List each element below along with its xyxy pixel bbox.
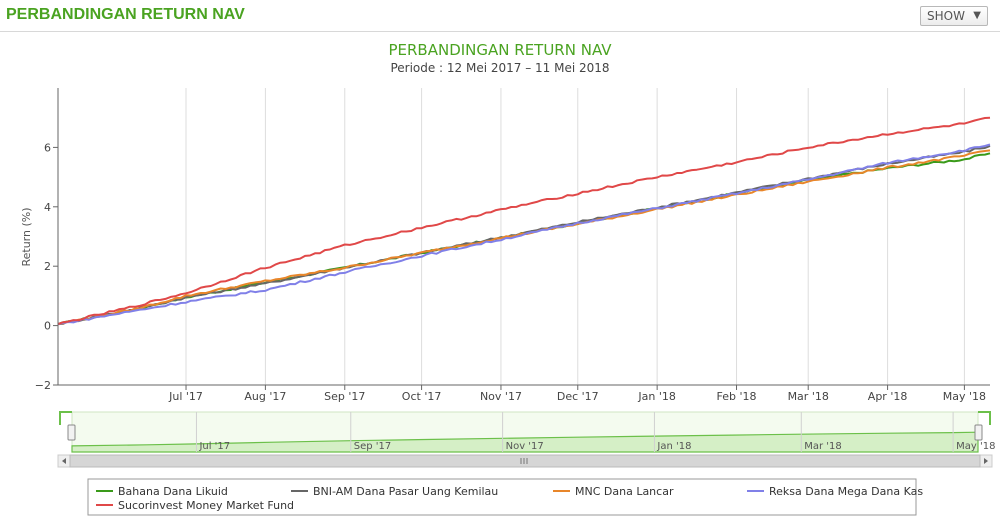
navigator[interactable]: Jul '17 Sep '17 Nov '17 Jan '18 Mar '18 May '… <box>57 411 995 468</box>
x-tick-label: Jul '17 <box>168 390 203 403</box>
scroll-left-icon[interactable] <box>62 458 66 464</box>
navigator-tick-label: May '18 <box>956 441 995 452</box>
chevron-down-icon: ▼ <box>973 10 981 21</box>
legend-label: MNC Dana Lancar <box>575 485 674 498</box>
navigator-tick-label: Sep '17 <box>354 441 392 452</box>
y-tick-label: −2 <box>35 379 51 392</box>
x-tick-label: Feb '18 <box>717 390 757 403</box>
navigator-series-area <box>71 431 979 453</box>
navigator-tick-label: Nov '17 <box>506 441 544 452</box>
header-divider <box>0 31 1000 32</box>
navigator-left-bracket <box>59 411 72 425</box>
legend-item[interactable]: Sucorinvest Money Market Fund <box>96 499 294 512</box>
x-tick-label: Mar '18 <box>788 390 829 403</box>
navigator-tick-label: Mar '18 <box>804 441 842 452</box>
chart-subtitle: Periode : 12 Mei 2017 – 11 Mei 2018 <box>390 61 609 75</box>
x-tick-label: Oct '17 <box>402 390 442 403</box>
y-axis-label: Return (%) <box>20 207 33 266</box>
y-tick-label: 4 <box>44 201 51 214</box>
legend-item[interactable]: BNI-AM Dana Pasar Uang Kemilau <box>291 485 498 498</box>
scrollbar-thumb[interactable] <box>69 454 981 468</box>
x-tick-label: Jan '18 <box>637 390 675 403</box>
x-tick-label: Apr '18 <box>868 390 908 403</box>
navigator-right-handle[interactable] <box>974 424 983 441</box>
navigator-left-handle[interactable] <box>67 424 76 441</box>
navigator-tick-label: Jul '17 <box>198 441 230 452</box>
legend-label: Reksa Dana Mega Dana Kas <box>769 485 923 498</box>
legend-label: Sucorinvest Money Market Fund <box>118 499 294 512</box>
x-tick-label: Aug '17 <box>244 390 286 403</box>
legend-label: BNI-AM Dana Pasar Uang Kemilau <box>313 485 498 498</box>
y-tick-label: 6 <box>44 141 51 154</box>
series-line-1 <box>57 152 991 326</box>
chart-title: PERBANDINGAN RETURN NAV <box>388 41 612 59</box>
x-tick-label: May '18 <box>943 390 986 403</box>
y-tick-label: 2 <box>44 260 51 273</box>
y-tick-label: 0 <box>44 320 51 333</box>
series-line-3 <box>57 149 991 326</box>
legend-label: Bahana Dana Likuid <box>118 485 228 498</box>
show-dropdown[interactable]: SHOW ▼ <box>920 6 988 26</box>
legend-item[interactable]: Reksa Dana Mega Dana Kas <box>747 485 923 498</box>
x-tick-label: Dec '17 <box>557 390 599 403</box>
legend-item[interactable]: Bahana Dana Likuid <box>96 485 228 498</box>
x-tick-label: Nov '17 <box>480 390 522 403</box>
series-line-4 <box>57 143 991 326</box>
page-title: PERBANDINGAN RETURN NAV <box>6 6 245 23</box>
navigator-right-bracket <box>978 411 991 425</box>
show-label: SHOW <box>927 9 965 23</box>
legend: Bahana Dana Likuid BNI-AM Dana Pasar Uang… <box>87 478 923 516</box>
navigator-tick-label: Jan '18 <box>656 441 691 452</box>
scroll-right-icon[interactable] <box>984 458 988 464</box>
x-tick-label: Sep '17 <box>324 390 365 403</box>
series-line-5 <box>57 116 991 326</box>
legend-item[interactable]: MNC Dana Lancar <box>553 485 674 498</box>
